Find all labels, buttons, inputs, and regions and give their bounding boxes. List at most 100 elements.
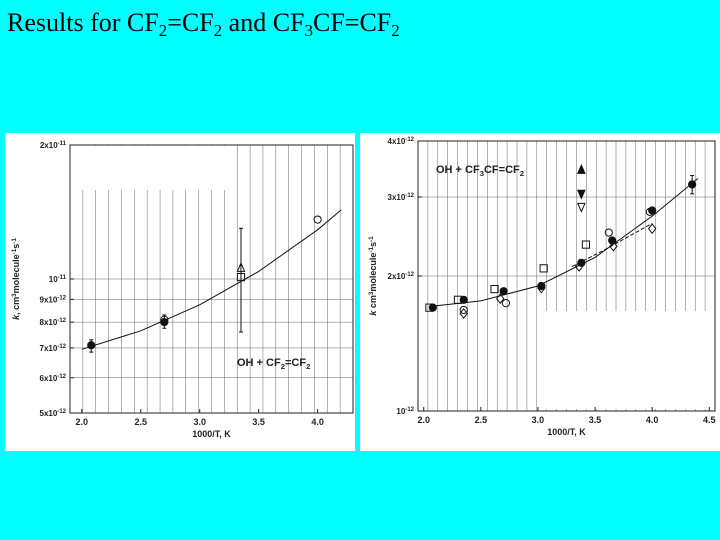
y-axis-label: k, cm3​molecule-1​s-1​: [11, 238, 21, 320]
title-subscript: 3: [304, 21, 314, 40]
text-run: k: [368, 310, 378, 316]
tick-mantissa: 8x10: [40, 318, 58, 327]
text-run: molecule: [368, 253, 378, 292]
title-subscript: 2: [158, 21, 168, 40]
tick-exponent: -12: [57, 318, 66, 324]
x-tick-label: 3.0: [193, 417, 206, 427]
slide-title: Results for CF2=CF2 and CF3CF=CF2: [7, 8, 400, 40]
tick-exponent: -12: [57, 295, 66, 301]
tick-mantissa: 4x10: [388, 137, 406, 146]
reaction-label: OH + CF3​CF=CF2​: [436, 164, 524, 178]
x-tick-label: 4.5: [703, 415, 716, 425]
tick-exponent: -11: [58, 141, 67, 147]
data-point: [539, 264, 548, 273]
series-open-triangle-down: [576, 202, 586, 213]
text-run: 3: [480, 169, 484, 178]
tick-exponent: -12: [57, 409, 66, 415]
tick-exponent: -12: [57, 374, 66, 380]
annotation-background: [544, 311, 714, 409]
series-filled-circle: [87, 314, 169, 353]
y-tick-label: 9x10-12: [40, 295, 67, 304]
series-filled-triangle-up: [576, 163, 586, 174]
text-run: OH + CF: [237, 357, 281, 369]
data-point: [453, 295, 463, 304]
left-chart-panel: 2.0 2.5 3.0 3.5 4.0 2x10-11 10-11 9x10-12 8x10-1…: [5, 133, 355, 451]
tick-mantissa: 3x10: [388, 193, 406, 202]
reaction-label: OH + CF2​=CF2​: [237, 357, 310, 371]
data-point: [499, 287, 508, 296]
series-filled-triangle-down: [576, 189, 586, 200]
text-run: -1: [11, 238, 18, 244]
data-point: [236, 261, 246, 272]
y-tick-label: 3x10-12: [388, 193, 415, 202]
data-point: [459, 308, 468, 319]
data-point: [537, 282, 546, 294]
title-subscript: 2: [391, 21, 400, 40]
x-tick-label: 2.0: [417, 415, 430, 425]
tick-mantissa: 7x10: [40, 344, 58, 353]
title-text: CF=CF: [313, 8, 392, 37]
tick-exponent: -12: [405, 193, 414, 199]
x-tick-label: 3.5: [252, 417, 265, 427]
y-tick-label: 2x10-12: [388, 272, 415, 281]
x-tick-label: 2.5: [475, 415, 488, 425]
annotation-background: [73, 146, 233, 190]
title-text: Results for CF: [7, 8, 159, 37]
series-open-square: [425, 240, 591, 312]
text-run: k: [11, 314, 21, 320]
data-point: [609, 240, 618, 252]
x-tick-label: 3.5: [589, 415, 602, 425]
y-axis-label: k cm3​molecule-1​s-1​: [368, 236, 378, 316]
tick-exponent: -12: [57, 344, 66, 350]
y-tick-label: 8x10-12: [40, 318, 67, 327]
data-point: [576, 163, 586, 174]
title-text: =CF: [167, 8, 214, 37]
tick-mantissa: 5x10: [40, 409, 58, 418]
left-chart: 2.0 2.5 3.0 3.5 4.02x10-1110-119x10-128x10-1…: [11, 141, 354, 439]
text-run: =CF: [285, 357, 306, 369]
x-tick-label: 3.0: [532, 415, 545, 425]
fit-curve: [81, 209, 342, 350]
data-point: [160, 318, 169, 327]
x-tick-label: 2.5: [134, 417, 147, 427]
tick-exponent: -11: [58, 275, 67, 281]
fit-curve: [429, 178, 699, 307]
series-open-circle: [160, 215, 322, 324]
tick-mantissa: 6x10: [40, 374, 58, 383]
data-point: [496, 293, 505, 305]
text-run: 2: [520, 169, 524, 178]
data-point: [604, 228, 613, 237]
x-tick-label: 2.0: [76, 417, 89, 427]
title-text: and CF: [222, 8, 305, 37]
y-tick-label: 10-11: [49, 275, 67, 284]
text-run: 3: [11, 293, 18, 297]
data-point: [576, 189, 586, 200]
y-tick-label: 2x10-11: [40, 141, 67, 150]
text-run: 3: [368, 291, 375, 295]
tick-mantissa: 2x10: [40, 141, 58, 150]
data-point: [537, 281, 546, 291]
y-tick-label: 5x10-12: [40, 409, 67, 418]
series-filled-circle: [428, 175, 697, 312]
data-point: [313, 215, 322, 224]
text-run: s: [11, 244, 21, 249]
text-run: -1: [368, 236, 375, 242]
data-point: [647, 223, 657, 235]
text-run: , cm: [11, 297, 21, 315]
text-run: s: [368, 242, 378, 247]
tick-mantissa: 10: [396, 407, 405, 416]
y-tick-label: 7x10-12: [40, 344, 67, 353]
series-open-triangle: [236, 261, 246, 272]
tick-mantissa: 10: [49, 275, 58, 284]
series-open-diamond: [459, 223, 657, 319]
right-chart-panel: 2.0 2.5 3.0 3.5 4.0 4.5 4x10-12 3x10-12 2x10-12 1…: [360, 133, 720, 451]
text-run: -1: [368, 246, 375, 252]
series-open-square: [236, 227, 246, 333]
x-axis-label: 1000/T, K: [547, 427, 586, 437]
series-open-circle: [459, 207, 654, 315]
tick-exponent: -12: [405, 407, 414, 413]
tick-exponent: -12: [405, 272, 414, 278]
data-point: [645, 207, 654, 216]
data-point: [574, 261, 584, 272]
text-run: 2: [281, 362, 285, 371]
